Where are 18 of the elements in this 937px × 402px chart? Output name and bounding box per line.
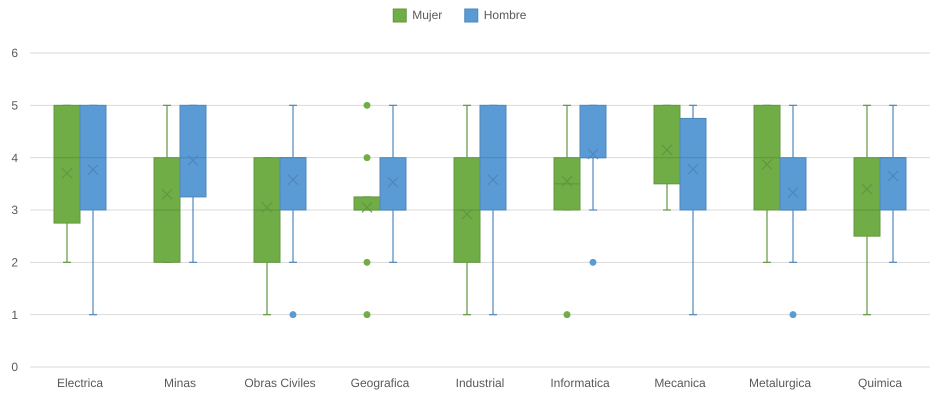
y-tick-label: 4: [11, 150, 18, 165]
y-tick-label: 0: [11, 360, 18, 374]
x-tick-label: Industrial: [456, 376, 504, 390]
x-tick-label: Informatica: [550, 376, 610, 390]
x-tick-label: Metalurgica: [748, 376, 812, 390]
y-tick-label: 5: [11, 98, 18, 113]
x-tick-label: Minas: [164, 376, 196, 390]
x-tick-label: Mecanica: [654, 376, 706, 390]
legend-label: Hombre: [484, 8, 527, 22]
x-tick-label: Electrica: [56, 376, 104, 390]
y-tick-label: 6: [11, 46, 18, 60]
x-tick-label: Geografica: [350, 376, 410, 390]
legend-label: Mujer: [412, 8, 442, 22]
x-tick-label: Obras Civiles: [244, 376, 316, 390]
y-tick-label: 1: [11, 308, 18, 322]
x-tick-label: Quimica: [858, 376, 902, 390]
y-tick-label: 3: [11, 203, 18, 218]
y-tick-label: 2: [11, 256, 18, 270]
